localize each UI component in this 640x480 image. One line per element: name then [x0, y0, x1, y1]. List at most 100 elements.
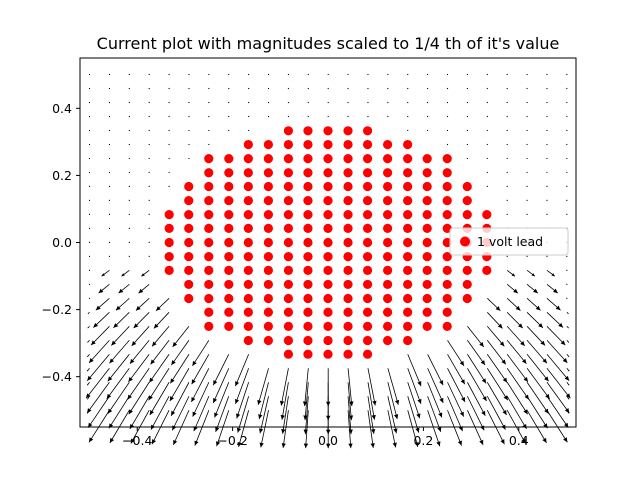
quiver-arrow: [466, 101, 469, 104]
quiver-arrow-head: [439, 380, 444, 386]
quiver-arrow: [546, 396, 569, 428]
lead-point: [323, 223, 333, 234]
quiver-arrow: [128, 255, 130, 257]
quiver-arrow: [427, 129, 429, 132]
lead-point: [263, 181, 273, 192]
quiver-arrow-head: [113, 323, 119, 328]
quiver-arrow: [216, 410, 230, 447]
quiver-arrow: [526, 185, 528, 188]
quiver-arrow: [191, 368, 210, 403]
quiver-arrow: [129, 396, 150, 430]
lead-point: [323, 349, 333, 359]
quiver-arrow: [526, 340, 548, 364]
quiver-arrow: [107, 382, 130, 414]
quiver-arrow-head: [417, 381, 422, 387]
lead-point: [323, 154, 333, 164]
lead-point: [323, 335, 333, 346]
quiver-arrow: [467, 382, 486, 416]
quiver-arrow: [108, 101, 111, 104]
quiver-arrow-head: [234, 398, 240, 404]
lead-point: [283, 223, 294, 234]
quiver-arrow: [486, 368, 509, 401]
quiver-arrow-head: [326, 401, 331, 407]
quiver-arrow: [466, 115, 469, 118]
lead-point: [283, 335, 294, 346]
lead-point: [303, 154, 313, 164]
legend-marker: [460, 236, 470, 247]
quiver-arrow-head: [480, 360, 486, 366]
quiver-arrow: [486, 382, 507, 416]
quiver-arrow-head: [521, 358, 527, 364]
lead-point: [283, 321, 294, 331]
lead-point: [383, 139, 393, 150]
quiver-arrow: [407, 382, 421, 419]
quiver-arrow: [447, 410, 462, 446]
lead-point: [362, 126, 373, 136]
quiver-arrow: [128, 199, 130, 202]
quiver-arrow-head: [531, 273, 535, 277]
quiver-arrow: [169, 368, 190, 402]
lead-point: [204, 307, 214, 317]
quiver-arrow: [88, 73, 91, 76]
quiver-arrow: [466, 87, 469, 90]
lead-point: [422, 265, 432, 275]
quiver-arrow-head: [479, 439, 484, 445]
quiver-arrow: [212, 354, 230, 386]
quiver-arrow-head: [459, 411, 464, 417]
quiver-arrow-head: [191, 396, 196, 402]
quiver-arrow-head: [303, 415, 308, 421]
quiver-arrow: [566, 87, 568, 90]
quiver-arrow-head: [127, 394, 132, 400]
quiver-arrow: [566, 269, 568, 271]
quiver-arrow-head: [555, 305, 561, 311]
quiver-arrow-head: [349, 401, 354, 407]
lead-point: [383, 335, 393, 346]
lead-point: [343, 154, 353, 164]
quiver-arrow: [168, 185, 170, 188]
quiver-arrow: [88, 129, 91, 132]
lead-point: [462, 181, 472, 192]
quiver-arrow: [566, 73, 568, 76]
lead-point: [303, 223, 313, 234]
quiver-arrow: [347, 115, 349, 118]
quiver-arrow-head: [194, 440, 199, 446]
quiver-arrow: [128, 382, 150, 415]
lead-point: [204, 154, 214, 164]
lead-point: [403, 251, 413, 262]
quiver-arrow-head: [87, 383, 89, 386]
quiver-arrow: [506, 157, 508, 160]
lead-point: [283, 181, 294, 192]
quiver-arrow: [307, 73, 309, 76]
lead-point: [164, 223, 174, 234]
quiver-arrow: [546, 382, 570, 414]
quiver-arrow: [347, 382, 352, 421]
quiver-arrow: [427, 396, 442, 433]
quiver-arrow: [88, 157, 91, 160]
quiver-arrow-head: [128, 376, 133, 382]
quiver-arrow-head: [236, 413, 241, 419]
quiver-arrow: [546, 340, 568, 364]
quiver-arrow: [446, 73, 449, 76]
quiver-arrow-head: [87, 355, 89, 357]
quiver-arrow: [546, 115, 548, 118]
quiver-arrow: [566, 255, 568, 257]
quiver-arrow-head: [481, 378, 487, 384]
quiver-arrow: [107, 354, 130, 382]
quiver-arrow: [88, 340, 110, 364]
quiver-arrow: [486, 396, 506, 430]
quiver-arrow: [108, 87, 111, 90]
lead-point: [403, 237, 413, 248]
lead-point: [442, 293, 452, 304]
quiver-arrow: [407, 87, 409, 90]
lead-point: [164, 237, 174, 248]
y-tick-label: 0.4: [52, 101, 72, 116]
quiver-arrow: [546, 368, 571, 399]
quiver-arrow: [566, 283, 568, 285]
quiver-arrow: [88, 283, 91, 285]
quiver-arrow-head: [118, 288, 124, 294]
lead-point: [343, 210, 353, 220]
quiver-arrow: [407, 101, 409, 104]
quiver-arrow: [506, 396, 527, 430]
lead-point: [383, 154, 393, 164]
quiver-arrow: [506, 87, 508, 90]
